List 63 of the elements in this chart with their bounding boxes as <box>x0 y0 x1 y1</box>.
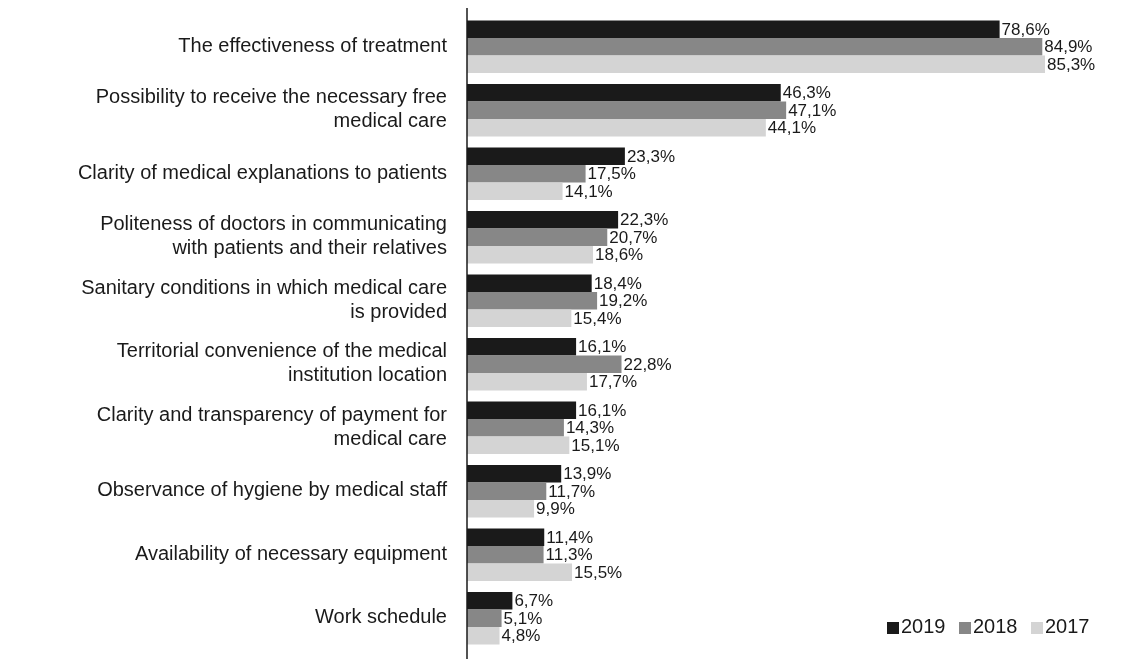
data-label: 14,3% <box>565 418 615 438</box>
y-tick-label: Territorial convenience of the medical institution location <box>116 339 447 386</box>
data-label: 20,7% <box>609 227 658 247</box>
data-label: 16,1% <box>578 400 627 420</box>
y-tick-label: Possibility to receive the necessary free medical care <box>95 85 447 132</box>
bar <box>467 292 598 310</box>
data-label: 15,5% <box>574 562 623 582</box>
data-label: 47,1% <box>788 100 837 120</box>
y-tick-label: Observance of hygiene by medical staff <box>97 478 448 501</box>
data-label: 84,9% <box>1044 37 1093 57</box>
data-label: 22,3% <box>620 210 669 230</box>
bar <box>467 228 608 246</box>
bar <box>467 546 544 564</box>
data-label: 78,6% <box>1001 19 1050 39</box>
data-label: 11,4% <box>546 527 594 547</box>
data-label: 85,3% <box>1047 54 1096 74</box>
data-label: 17,7% <box>588 372 638 392</box>
bar <box>467 55 1045 73</box>
data-label: 22,8% <box>623 354 672 374</box>
legend-label: 2019 <box>901 615 946 638</box>
bar <box>467 609 502 627</box>
bar <box>467 373 587 391</box>
bar <box>467 165 586 183</box>
bar <box>467 101 787 119</box>
legend-label: 2018 <box>973 615 1018 638</box>
data-label: 4,8% <box>501 626 541 646</box>
bar <box>467 182 563 200</box>
bar <box>467 563 573 581</box>
y-tick-label: Politeness of doctors in communicating with patients and their relatives <box>100 212 447 259</box>
legend-label: 2017 <box>1045 615 1090 638</box>
data-label: 15,1% <box>571 435 620 455</box>
y-tick-label: Work schedule <box>315 605 447 628</box>
y-tick-label: Clarity of medical explanations to patients <box>77 161 447 184</box>
data-label: 11,7% <box>548 481 596 501</box>
data-label: 9,9% <box>536 499 575 519</box>
data-label: 16,1% <box>578 337 627 357</box>
data-label: 19,2% <box>599 291 648 311</box>
data-label: 11,3% <box>545 545 593 565</box>
data-label: 46,3% <box>782 83 831 103</box>
bar <box>467 500 535 518</box>
data-label: 15,4% <box>573 308 622 328</box>
bar <box>467 355 622 373</box>
bar <box>467 436 570 454</box>
data-label: 6,7% <box>514 591 554 611</box>
data-label: 44,1% <box>767 118 817 138</box>
data-label: 18,6% <box>595 245 644 265</box>
data-label: 14,1% <box>564 181 613 201</box>
data-label: 17,5% <box>587 164 636 184</box>
bar <box>467 38 1043 56</box>
y-tick-label: Clarity and transparency of payment for medical care <box>96 403 448 450</box>
y-tick-label: The effectiveness of treatment <box>178 34 448 57</box>
bar <box>467 482 547 500</box>
y-tick-label: Availability of necessary equipment <box>134 542 448 565</box>
data-label: 13,9% <box>563 464 612 484</box>
bar <box>467 309 572 327</box>
bar <box>467 246 594 264</box>
bar <box>467 419 564 437</box>
data-label: 18,4% <box>593 273 642 293</box>
data-label: 5,1% <box>503 608 543 628</box>
bar <box>467 627 500 645</box>
data-label: 23,3% <box>626 146 676 166</box>
y-tick-label: Sanitary conditions in which medical care is provided <box>81 276 447 323</box>
bar <box>467 119 766 137</box>
